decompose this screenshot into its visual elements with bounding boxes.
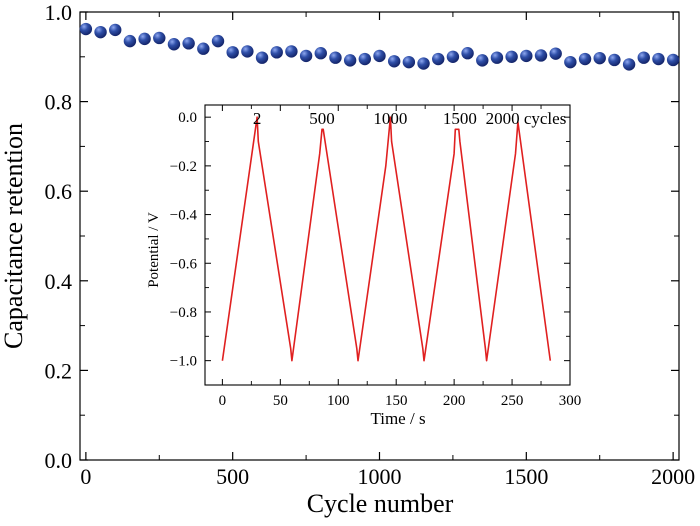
inset-cycle-annotations: 2 500 1000 1500 2000 cycles <box>253 109 566 128</box>
main-data-point <box>520 49 533 63</box>
inset-potential-curve <box>221 116 552 362</box>
main-data-point <box>79 22 93 36</box>
main-data-point <box>123 34 137 48</box>
inset-cycle-annotation: 1500 <box>443 109 477 128</box>
main-y-tick-label: 0.2 <box>45 358 73 383</box>
inset-x-tick-label: 100 <box>327 393 350 409</box>
main-y-tick-label: 0.0 <box>45 448 73 473</box>
main-data-point <box>138 32 151 46</box>
inset-cycle-annotation: 2000 cycles <box>486 109 567 128</box>
main-x-tick-label: 1000 <box>358 464 402 489</box>
main-data-point <box>593 51 606 65</box>
inset-x-tick-label: 300 <box>559 393 582 409</box>
main-data-point <box>608 53 621 67</box>
main-data-point <box>153 31 166 45</box>
inset-cycle-annotation: 2 <box>253 109 262 128</box>
main-data-point <box>652 52 665 66</box>
inset-x-tick-label: 0 <box>219 393 227 409</box>
main-data-point <box>490 51 504 64</box>
main-data-points <box>79 22 680 71</box>
main-data-point <box>417 57 430 70</box>
main-data-point <box>476 54 489 67</box>
main-data-point <box>446 50 460 63</box>
main-data-point <box>373 49 386 63</box>
main-data-point <box>505 50 518 63</box>
main-data-point <box>358 52 372 66</box>
inset-x-tick-label: 200 <box>443 393 466 409</box>
main-data-point <box>549 47 562 60</box>
inset-y-axis-label: Potential / V <box>146 212 162 288</box>
inset-y-tick-label: −0.4 <box>170 208 198 224</box>
inset-x-axis-label: Time / s <box>370 409 425 428</box>
main-data-point <box>387 55 401 68</box>
main-x-tick-label: 500 <box>216 464 249 489</box>
main-data-point <box>226 46 239 59</box>
inset-y-tick-label: −0.6 <box>170 256 198 272</box>
main-data-point <box>197 42 210 55</box>
main-data-point <box>255 51 269 64</box>
main-data-point <box>109 23 122 37</box>
main-data-point <box>637 51 650 64</box>
inset-cycle-annotation: 1000 <box>373 109 407 128</box>
main-x-tick-label: 1500 <box>504 464 548 489</box>
main-y-tick-labels: 0.0 0.2 0.4 0.6 0.8 1.0 <box>45 0 73 473</box>
main-data-point <box>285 45 298 58</box>
main-data-point <box>461 47 474 60</box>
main-data-point <box>432 52 445 66</box>
main-data-point <box>241 45 254 58</box>
main-x-axis-label: Cycle number <box>307 489 454 518</box>
main-x-tick-label: 0 <box>80 464 91 489</box>
main-data-point <box>329 51 342 64</box>
inset-x-tick-label: 150 <box>385 393 408 409</box>
main-data-point <box>167 38 181 51</box>
inset-y-tick-label: −0.8 <box>170 305 197 321</box>
main-y-axis-label: Capacitance retention <box>0 123 28 349</box>
inset-x-tick-label: 250 <box>501 393 524 409</box>
main-data-point <box>622 58 636 71</box>
main-x-tick-labels: 0 500 1000 1500 2000 <box>80 464 695 489</box>
inset-axis-ticks <box>205 105 571 386</box>
main-data-point <box>182 37 195 50</box>
main-data-point <box>666 53 680 67</box>
inset-y-tick-label: 0.0 <box>178 110 197 126</box>
main-data-point <box>211 34 225 48</box>
inset-y-tick-labels: 0.0 −0.2 −0.4 −0.6 −0.8 −1.0 <box>170 110 198 369</box>
inset-y-tick-label: −1.0 <box>170 354 197 370</box>
main-data-point <box>314 47 327 60</box>
inset-y-tick-label: −0.2 <box>170 159 197 175</box>
inset-plot-frame <box>204 104 571 386</box>
main-y-tick-label: 0.6 <box>45 179 73 204</box>
main-data-point <box>402 55 416 69</box>
main-data-point <box>270 46 283 59</box>
inset-x-tick-labels: 0 50 100 150 200 250 300 <box>219 393 582 409</box>
main-y-tick-label: 1.0 <box>45 0 73 25</box>
inset-x-tick-label: 50 <box>273 393 288 409</box>
main-y-tick-label: 0.8 <box>45 90 73 115</box>
main-axis-ticks <box>80 11 679 461</box>
main-data-point <box>94 25 107 39</box>
main-data-point <box>343 54 357 67</box>
main-data-point <box>578 52 592 66</box>
main-x-tick-label: 2000 <box>651 464 695 489</box>
main-data-point <box>299 49 313 63</box>
main-data-point <box>534 49 548 62</box>
main-y-tick-label: 0.4 <box>45 269 73 294</box>
main-data-point <box>564 55 577 69</box>
inset-cycle-annotation: 500 <box>309 109 335 128</box>
